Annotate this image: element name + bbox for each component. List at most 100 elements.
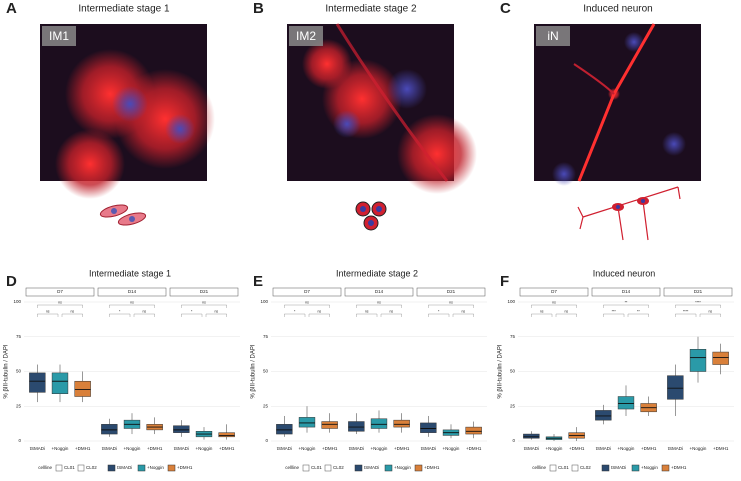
panel-title: Induced neuron <box>583 4 653 15</box>
comparison-bracket <box>356 313 378 317</box>
panel-letter: E <box>253 273 263 290</box>
comparison-bracket <box>452 313 474 317</box>
y-tick-label: 25 <box>16 403 22 408</box>
legend-key <box>137 464 146 472</box>
significance-label: ** <box>637 309 640 313</box>
comparison-bracket <box>428 304 474 308</box>
y-tick-label: 100 <box>507 299 515 304</box>
panel-letter: C <box>500 0 511 17</box>
x-tick-label: +Noggin <box>618 446 635 451</box>
box <box>276 424 293 435</box>
box <box>465 426 482 435</box>
significance-label: * <box>191 309 193 313</box>
image-label-box <box>42 26 76 46</box>
x-tick-label: tSMADi <box>668 446 683 451</box>
y-tick-label: 0 <box>265 438 268 443</box>
image-label: iN <box>547 29 558 43</box>
panel-letter: F <box>500 273 509 290</box>
image-label-box <box>536 26 570 46</box>
box <box>712 351 729 365</box>
x-tick-label: +Noggin <box>124 446 141 451</box>
x-tick-label: +Noggin <box>371 446 388 451</box>
box <box>321 421 338 429</box>
legend-label: CL02 <box>333 465 344 470</box>
legend-key <box>384 464 393 472</box>
significance-label: ** <box>625 300 628 304</box>
y-axis-label: % βIII-tubulin / DAPI <box>251 344 257 398</box>
legend-title: cellline <box>38 465 52 470</box>
legend-key <box>661 464 670 472</box>
neuron-icon <box>577 186 681 241</box>
facet-strip <box>416 287 486 297</box>
micrograph <box>534 24 701 181</box>
legend-label: +DMH1 <box>671 465 687 470</box>
legend-label: +Noggin <box>641 465 658 470</box>
significance-label: ns <box>461 309 465 313</box>
comparison-bracket <box>61 313 83 317</box>
facet-strip <box>519 287 589 297</box>
x-tick-label: tSMADi <box>174 446 189 451</box>
comparison-bracket <box>284 304 330 308</box>
comparison-bracket <box>356 304 402 308</box>
cell-blob <box>387 69 427 109</box>
legend-label: CL01 <box>311 465 322 470</box>
cell-blob <box>55 129 125 199</box>
comparison-bracket <box>181 304 227 308</box>
y-tick-label: 75 <box>510 334 516 339</box>
legend-label: +DMH1 <box>424 465 440 470</box>
box <box>420 422 437 433</box>
facet-label: D21 <box>447 289 456 294</box>
box <box>595 410 612 421</box>
nucleus-icon <box>376 206 382 212</box>
legend-label: +Noggin <box>394 465 411 470</box>
comparison-bracket <box>380 313 402 317</box>
legend-label: tSMADi <box>117 465 132 470</box>
y-tick-label: 50 <box>510 369 516 374</box>
x-tick-label: +DMH1 <box>466 446 482 451</box>
legend-key <box>549 464 557 472</box>
box <box>173 425 190 433</box>
y-tick-label: 50 <box>16 369 22 374</box>
legend-label: CL01 <box>558 465 569 470</box>
legend-label: +DMH1 <box>177 465 193 470</box>
legend-key <box>167 464 176 472</box>
legend-label: CL02 <box>580 465 591 470</box>
comparison-bracket <box>603 313 625 317</box>
significance-label: ns <box>305 300 309 304</box>
comparison-bracket <box>37 313 59 317</box>
x-tick-label: +Noggin <box>690 446 707 451</box>
panel-letter: D <box>6 273 17 290</box>
comparison-bracket <box>133 313 155 317</box>
y-tick-label: 50 <box>263 369 269 374</box>
x-tick-label: +DMH1 <box>322 446 338 451</box>
x-tick-label: tSMADi <box>349 446 364 451</box>
chart-title: Intermediate stage 2 <box>336 268 418 278</box>
cell-blob <box>302 39 352 89</box>
box <box>617 396 635 410</box>
comparison-bracket <box>627 313 649 317</box>
facet-strip <box>344 287 414 297</box>
image-label: IM2 <box>296 29 316 43</box>
comparison-bracket <box>699 313 721 317</box>
comparison-bracket <box>603 304 649 308</box>
box <box>101 424 118 435</box>
y-tick-label: 0 <box>512 438 515 443</box>
comparison-bracket <box>284 313 306 317</box>
x-tick-label: tSMADi <box>596 446 611 451</box>
y-tick-label: 100 <box>260 299 268 304</box>
neurite <box>573 63 615 95</box>
cell-blob <box>165 114 195 144</box>
box <box>298 417 316 428</box>
significance-label: ns <box>202 300 206 304</box>
x-tick-label: +Noggin <box>443 446 460 451</box>
legend-key <box>324 464 332 472</box>
box <box>29 372 46 393</box>
legend-key <box>302 464 310 472</box>
x-tick-label: +DMH1 <box>75 446 91 451</box>
x-tick-label: tSMADi <box>421 446 436 451</box>
y-axis-label: % βIII-tubulin / DAPI <box>498 344 504 398</box>
x-tick-label: tSMADi <box>102 446 117 451</box>
legend-label: tSMADi <box>611 465 626 470</box>
cell-blob <box>662 132 686 156</box>
